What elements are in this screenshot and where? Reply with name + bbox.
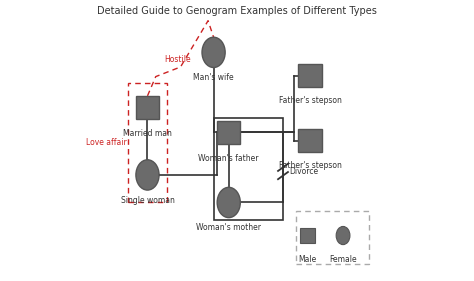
Text: Father's stepson: Father's stepson (279, 96, 341, 105)
Text: Hostile: Hostile (164, 55, 191, 64)
Text: Love affair: Love affair (85, 139, 126, 148)
Text: Male: Male (298, 255, 316, 264)
Bar (136, 96, 159, 119)
Text: Man's wife: Man's wife (193, 73, 234, 82)
Text: Single woman: Single woman (120, 196, 174, 205)
Bar (128, 83, 167, 203)
Bar (214, 118, 283, 220)
Ellipse shape (336, 226, 350, 245)
Text: Woman's father: Woman's father (199, 154, 259, 163)
Ellipse shape (202, 37, 225, 67)
Bar (300, 228, 315, 243)
Bar (299, 129, 321, 152)
Text: Married man: Married man (123, 130, 172, 139)
Text: Detailed Guide to Genogram Examples of Different Types: Detailed Guide to Genogram Examples of D… (97, 6, 377, 15)
Ellipse shape (217, 187, 240, 217)
Text: Female: Female (329, 255, 357, 264)
Text: Woman's mother: Woman's mother (196, 223, 261, 232)
Text: Divorce: Divorce (289, 167, 318, 176)
Bar (217, 121, 240, 144)
Bar (296, 211, 369, 264)
Text: Father's stepson: Father's stepson (279, 161, 341, 170)
Ellipse shape (136, 160, 159, 190)
Bar (299, 64, 321, 87)
